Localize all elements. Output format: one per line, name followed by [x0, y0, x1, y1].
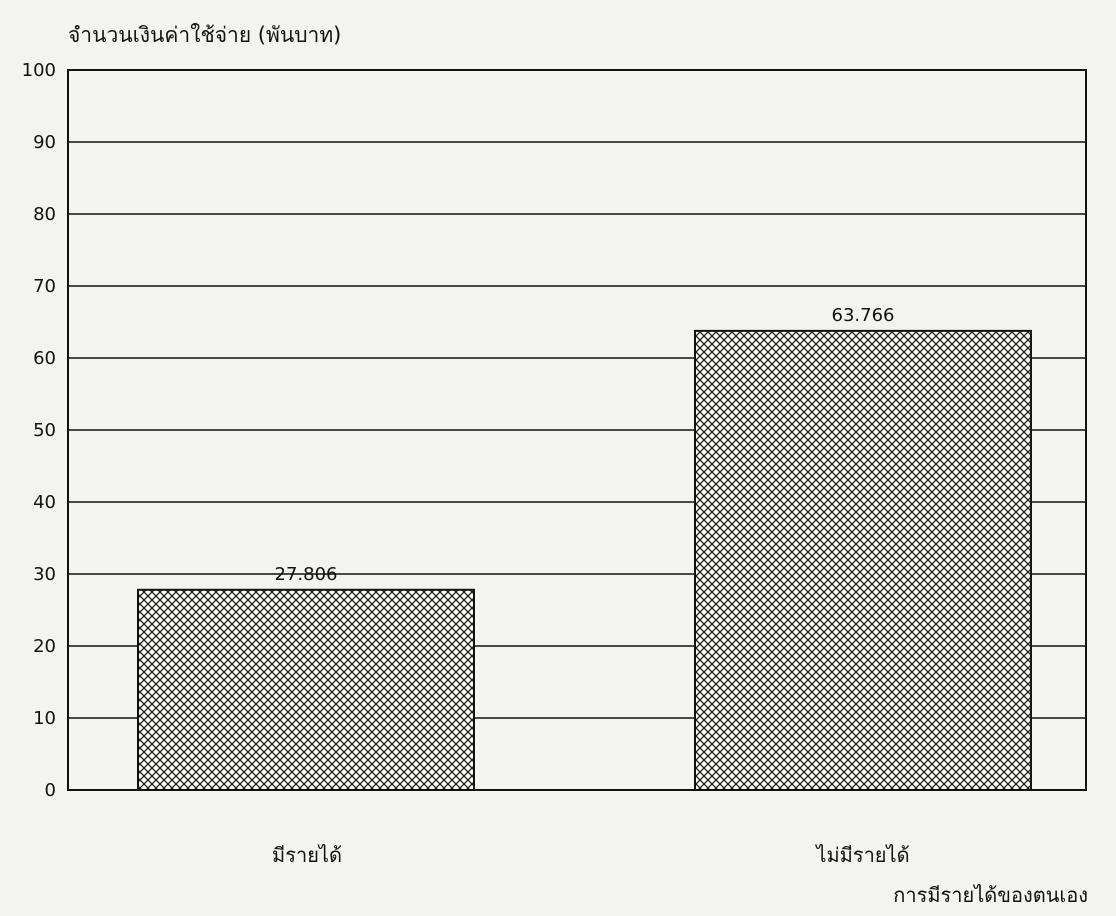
- x-axis-title: การมีรายได้ของตนเอง: [893, 883, 1088, 907]
- x-category-label: มีรายได้: [272, 843, 342, 867]
- value-labels: 27.806 63.766: [275, 305, 895, 585]
- bar: [137, 588, 475, 792]
- y-tick-label: 70: [33, 276, 56, 297]
- y-tick-label: 100: [22, 60, 56, 81]
- y-tick-label: 90: [33, 132, 56, 153]
- bar-value-label: 27.806: [275, 564, 338, 585]
- plot-frame: [67, 69, 1087, 791]
- y-axis-ticks: 0 10 20 30 40 50 60 70 80 90 100: [22, 60, 56, 801]
- y-tick-label: 10: [33, 708, 56, 729]
- y-tick-label: 50: [33, 420, 56, 441]
- y-tick-label: 40: [33, 492, 56, 513]
- bars: [137, 329, 1032, 792]
- x-category-label: ไม่มีรายได้: [814, 843, 909, 867]
- y-tick-label: 60: [33, 348, 56, 369]
- y-tick-label: 30: [33, 564, 56, 585]
- y-tick-label: 0: [45, 780, 56, 801]
- y-axis-title: จำนวนเงินค่าใช้จ่าย (พันบาท): [68, 23, 341, 47]
- y-tick-label: 20: [33, 636, 56, 657]
- bar: [694, 329, 1032, 791]
- y-tick-label: 80: [33, 204, 56, 225]
- x-axis-category-labels: มีรายได้ ไม่มีรายได้: [272, 843, 910, 867]
- bar-value-label: 63.766: [832, 305, 895, 326]
